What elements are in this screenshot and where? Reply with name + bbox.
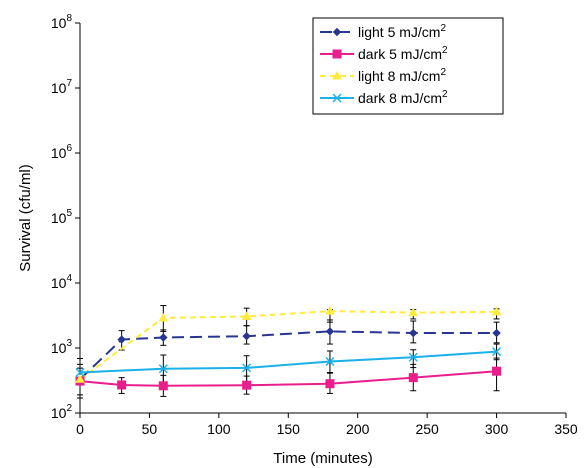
y-tick-label: 108 bbox=[51, 13, 73, 31]
data-point bbox=[75, 367, 85, 378]
x-tick-label: 250 bbox=[415, 421, 439, 437]
series-line-2 bbox=[79, 370, 497, 387]
marker-stroke bbox=[158, 364, 168, 374]
data-point bbox=[117, 335, 126, 344]
x-axis-title: Time (minutes) bbox=[273, 450, 372, 467]
data-point bbox=[158, 381, 168, 391]
x-tick-label: 150 bbox=[277, 421, 301, 437]
data-point bbox=[75, 374, 85, 383]
marker-stroke bbox=[325, 356, 335, 367]
x-tick-label: 200 bbox=[346, 421, 370, 437]
x-tick-label: 100 bbox=[207, 421, 231, 437]
legend: light 5 mJ/cm2 dark 5 mJ/cm2 light 8 mJ/cm… bbox=[312, 17, 504, 115]
x-tick-label: 0 bbox=[76, 421, 84, 437]
data-point bbox=[242, 331, 251, 341]
y-axis-ticks: 102 103 104 105 106 107 108 bbox=[51, 13, 80, 421]
data-point bbox=[491, 306, 502, 316]
data-point bbox=[241, 311, 252, 321]
x-tick-label: 50 bbox=[142, 421, 158, 437]
marker-stroke bbox=[408, 352, 418, 362]
legend-marker bbox=[332, 70, 342, 80]
legend-marker bbox=[332, 27, 342, 37]
legend-label: light 5 mJ/cm2 bbox=[358, 23, 446, 40]
data-point bbox=[325, 327, 335, 336]
x-axis-ticks: 0 50 100 150 200 250 300 350 bbox=[76, 413, 578, 437]
y-tick-label: 106 bbox=[51, 143, 73, 161]
marker-stroke bbox=[332, 93, 342, 103]
marker-stroke bbox=[492, 347, 502, 357]
y-tick-label: 105 bbox=[51, 208, 73, 226]
data-point bbox=[492, 347, 502, 357]
data-point bbox=[158, 312, 169, 322]
data-point bbox=[492, 366, 502, 376]
x-tick-label: 300 bbox=[485, 421, 509, 437]
data-point bbox=[325, 379, 335, 389]
data-point bbox=[158, 364, 168, 374]
series-line-4 bbox=[79, 350, 497, 374]
y-tick-label: 104 bbox=[51, 273, 73, 291]
plot-area: 102 103 104 105 106 107 108 0 50 100 150 200 250 300… bbox=[51, 13, 578, 437]
data-point bbox=[408, 373, 418, 383]
data-point bbox=[492, 328, 501, 338]
legend-label: dark 8 mJ/cm2 bbox=[358, 89, 448, 106]
legend-label: dark 5 mJ/cm2 bbox=[358, 45, 448, 62]
data-point bbox=[159, 333, 168, 342]
data-point bbox=[117, 380, 127, 390]
data-point bbox=[408, 307, 419, 317]
legend-items: light 5 mJ/cm2 dark 5 mJ/cm2 light 8 mJ/cm… bbox=[320, 23, 448, 106]
data-point bbox=[408, 352, 418, 362]
series-markers bbox=[75, 306, 502, 391]
legend-label: light 8 mJ/cm2 bbox=[358, 67, 446, 84]
x-tick-label: 350 bbox=[554, 421, 578, 437]
data-point bbox=[242, 363, 252, 373]
y-axis-title: Survival (cfu/ml) bbox=[17, 164, 34, 272]
data-point bbox=[409, 328, 418, 338]
marker-stroke bbox=[75, 367, 85, 378]
y-tick-label: 107 bbox=[51, 78, 73, 96]
series-lines bbox=[79, 310, 497, 387]
data-point bbox=[325, 306, 335, 315]
y-tick-label: 103 bbox=[51, 338, 73, 356]
y-tick-label: 102 bbox=[51, 403, 73, 421]
legend-marker bbox=[332, 49, 342, 59]
marker-stroke bbox=[242, 363, 252, 373]
data-point bbox=[242, 380, 252, 390]
legend-marker bbox=[332, 93, 342, 103]
data-point bbox=[325, 356, 335, 367]
